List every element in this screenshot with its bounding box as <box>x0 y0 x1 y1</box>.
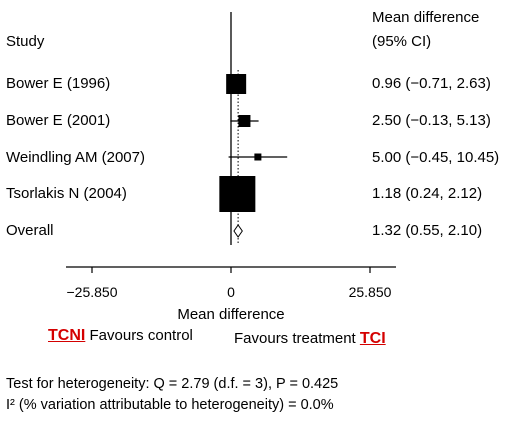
study-box-3 <box>219 176 256 212</box>
ci-text-overall: 1.32 (0.55, 2.10) <box>372 222 483 239</box>
x-tick-label-0: −25.850 <box>67 284 118 300</box>
study-label-0: Bower E (1996) <box>6 75 111 92</box>
overall-diamond <box>233 224 243 238</box>
ci-text-3: 1.18 (0.24, 2.12) <box>372 185 483 202</box>
x-tick-label-2: 25.850 <box>349 284 392 300</box>
ci-text-1: 2.50 (−0.13, 5.13) <box>372 112 491 129</box>
favours-right-tag: TCI <box>359 330 386 347</box>
x-axis-label: Mean difference <box>177 306 284 323</box>
study-box-0 <box>226 74 247 94</box>
favours-left-label: Favours control <box>89 327 193 344</box>
overall-label: Overall <box>6 222 54 239</box>
effect-column-header-line2: (95% CI) <box>372 33 432 50</box>
study-box-1 <box>238 115 251 127</box>
favours-row: TCNI Favours control <box>48 327 193 345</box>
effect-column-header-line1: Mean difference <box>372 9 480 26</box>
study-label-2: Weindling AM (2007) <box>6 149 145 166</box>
ci-text-0: 0.96 (−0.71, 2.63) <box>372 75 491 92</box>
study-column-header: Study <box>6 33 45 50</box>
study-label-3: Tsorlakis N (2004) <box>6 185 127 202</box>
study-label-1: Bower E (2001) <box>6 112 111 129</box>
heterogeneity-test: Test for heterogeneity: Q = 2.79 (d.f. =… <box>6 376 339 392</box>
favours-left-tag: TCNI <box>48 327 86 344</box>
study-box-2 <box>254 153 262 161</box>
heterogeneity-i2: I² (% variation attributable to heteroge… <box>6 397 334 413</box>
x-tick-label-1: 0 <box>227 284 235 300</box>
ci-text-2: 5.00 (−0.45, 10.45) <box>372 149 500 166</box>
favours-row-right: Favours treatment TCI <box>234 330 386 348</box>
favours-right-label: Favours treatment <box>234 330 356 347</box>
